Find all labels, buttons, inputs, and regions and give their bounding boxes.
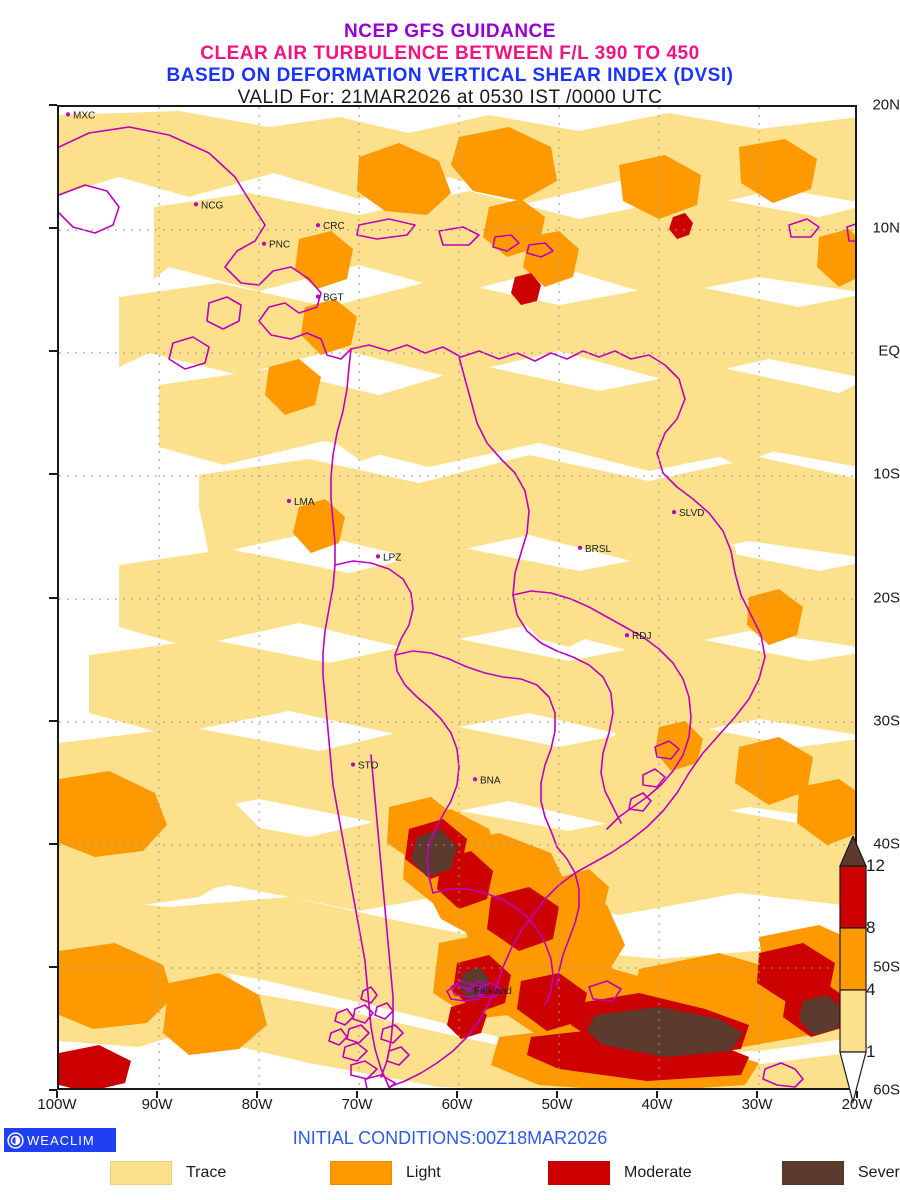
xtick-label-100w: 100W xyxy=(37,1096,77,1113)
legend-swatch-trace xyxy=(110,1161,172,1185)
ytick-mark-20n xyxy=(49,104,57,106)
legend-item-severe: Severe xyxy=(782,1158,900,1188)
map-plot-area: MXC NCG CRC PNC BGT LMA LPZ SLVD BRSL RDJ STO BNA Fa… xyxy=(57,105,857,1090)
ytick-mark-10s xyxy=(49,473,57,476)
city-marker-crc xyxy=(315,223,321,228)
city-label-mxc: MXC xyxy=(73,110,95,121)
city-marker-bna xyxy=(472,777,478,782)
ytick-label-10n: 10N xyxy=(872,219,900,237)
colorbar-tick-1: 1 xyxy=(866,1042,876,1061)
city-marker-mxc xyxy=(65,112,71,117)
colorbar-tick-8: 8 xyxy=(866,918,876,937)
ytick-label-50s: 50S xyxy=(873,958,900,976)
ytick-mark-30s xyxy=(49,719,57,722)
weaclim-brand-text: WEACLIM xyxy=(27,1132,95,1148)
city-marker-pnc xyxy=(261,241,267,246)
legend-label-moderate: Moderate xyxy=(624,1164,692,1181)
chart-title-block: NCEP GFS GUIDANCE CLEAR AIR TURBULENCE B… xyxy=(0,22,900,107)
legend-label-severe: Severe xyxy=(858,1164,900,1181)
initial-conditions-text: INITIAL CONDITIONS:00Z18MAR2026 xyxy=(292,1128,608,1148)
city-marker-sto xyxy=(350,762,356,767)
xtick-mark-90w xyxy=(156,1091,158,1098)
ytick-label-20n: 20N xyxy=(872,96,900,114)
legend-swatch-light xyxy=(330,1161,392,1185)
ytick-label-30s: 30S xyxy=(873,712,900,730)
city-label-ncg: NCG xyxy=(201,200,223,211)
colorbar-tick-12: 12 xyxy=(866,856,885,875)
xtick-label-60w: 60W xyxy=(441,1096,473,1113)
title-line-method: BASED ON DEFORMATION VERTICAL SHEAR INDE… xyxy=(166,65,734,86)
xtick-label-20w: 20W xyxy=(841,1096,873,1113)
ytick-mark-50s xyxy=(49,965,57,968)
title-line-agency: NCEP GFS GUIDANCE xyxy=(344,21,556,42)
city-label-lma: LMA xyxy=(294,497,315,508)
ytick-mark-60s xyxy=(49,1089,57,1091)
city-label-brsl: BRSL xyxy=(585,544,612,555)
ytick-label-60s: 60S xyxy=(873,1081,900,1099)
xtick-label-40w: 40W xyxy=(641,1096,673,1113)
city-label-rdj: RDJ xyxy=(632,631,651,642)
weaclim-brand-badge: WEACLIM xyxy=(4,1128,116,1152)
legend-swatch-severe xyxy=(782,1161,844,1185)
city-label-crc: CRC xyxy=(323,221,345,232)
city-marker-slvd xyxy=(671,509,677,515)
ytick-label-10s: 10S xyxy=(873,465,900,483)
legend-swatch-moderate xyxy=(548,1161,610,1185)
legend-item-moderate: Moderate xyxy=(548,1158,692,1188)
weaclim-logo-icon xyxy=(7,1131,24,1149)
city-marker-ncg xyxy=(193,202,199,207)
legend-label-light: Light xyxy=(406,1164,441,1181)
ytick-label-eq: EQ xyxy=(878,342,900,360)
title-line-validity: VALID For: 21MAR2026 at 0530 IST /0000 U… xyxy=(237,87,663,108)
legend-label-trace: Trace xyxy=(186,1164,227,1181)
xtick-mark-70w xyxy=(356,1091,358,1098)
city-marker-rdj xyxy=(624,633,630,638)
city-label-group: MXC NCG CRC PNC BGT LMA LPZ SLVD BRSL RDJ STO BNA Fa… xyxy=(65,110,704,997)
xtick-label-90w: 90W xyxy=(141,1096,173,1113)
country-borders xyxy=(59,126,855,1088)
contour-band-severe xyxy=(411,829,843,1057)
xtick-label-80w: 80W xyxy=(241,1096,273,1113)
city-label-slvd: SLVD xyxy=(679,508,704,519)
city-label-bgt: BGT xyxy=(323,293,344,304)
city-label-pnc: PNC xyxy=(269,240,290,251)
xtick-label-30w: 30W xyxy=(741,1096,773,1113)
colorbar-tick-4: 4 xyxy=(866,980,876,999)
xtick-mark-40w xyxy=(656,1091,658,1098)
turbulence-map: MXC NCG CRC PNC BGT LMA LPZ SLVD BRSL RDJ STO BNA Fa… xyxy=(59,107,855,1088)
xtick-label-70w: 70W xyxy=(341,1096,373,1113)
city-label-bna: BNA xyxy=(480,775,501,786)
xtick-mark-60w xyxy=(456,1091,458,1098)
colorbar: 12 8 4 1 xyxy=(836,834,885,1109)
title-line-product: CLEAR AIR TURBULENCE BETWEEN F/L 390 TO … xyxy=(200,43,700,64)
city-label-sto: STO xyxy=(358,760,379,771)
ytick-mark-eq xyxy=(49,350,57,353)
legend-item-light: Light xyxy=(330,1158,441,1188)
city-label-falkland: Falkland xyxy=(474,986,512,997)
city-marker-lpz xyxy=(375,554,381,559)
city-marker-bgt xyxy=(315,294,321,299)
xtick-mark-30w xyxy=(756,1091,758,1098)
city-label-lpz: LPZ xyxy=(383,552,401,563)
xtick-label-50w: 50W xyxy=(541,1096,573,1113)
city-marker-falkland xyxy=(466,987,472,992)
xtick-mark-80w xyxy=(256,1091,258,1098)
city-marker-lma xyxy=(286,498,292,504)
ytick-mark-40s xyxy=(49,842,57,845)
xtick-mark-50w xyxy=(556,1091,558,1098)
ytick-mark-20s xyxy=(49,596,57,599)
city-marker-brsl xyxy=(577,545,583,550)
xtick-mark-100w xyxy=(56,1091,58,1098)
xtick-mark-20w xyxy=(856,1091,858,1098)
legend-item-trace: Trace xyxy=(110,1158,226,1188)
ytick-mark-10n xyxy=(49,227,57,230)
ytick-label-20s: 20S xyxy=(873,589,900,606)
colorbar-swatches xyxy=(839,834,867,1105)
map-gridlines xyxy=(59,107,855,1088)
severity-legend: Trace Light Moderate Severe xyxy=(0,1158,900,1188)
ytick-label-40s: 40S xyxy=(873,835,900,853)
